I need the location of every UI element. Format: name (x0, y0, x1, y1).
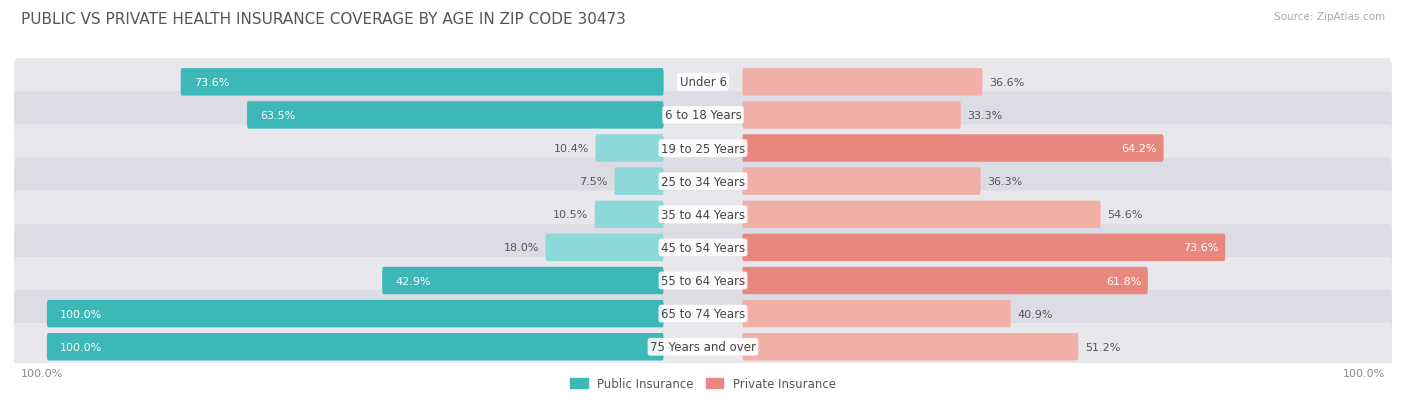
Text: 45 to 54 Years: 45 to 54 Years (661, 241, 745, 254)
Text: 7.5%: 7.5% (579, 177, 607, 187)
FancyBboxPatch shape (742, 333, 1078, 361)
Text: 36.3%: 36.3% (987, 177, 1022, 187)
FancyBboxPatch shape (14, 191, 1392, 238)
Text: 36.6%: 36.6% (988, 78, 1025, 88)
FancyBboxPatch shape (382, 267, 664, 294)
FancyBboxPatch shape (742, 267, 1147, 294)
Text: 35 to 44 Years: 35 to 44 Years (661, 208, 745, 221)
Text: 51.2%: 51.2% (1085, 342, 1121, 352)
Text: 6 to 18 Years: 6 to 18 Years (665, 109, 741, 122)
Text: 54.6%: 54.6% (1107, 210, 1143, 220)
FancyBboxPatch shape (14, 59, 1392, 106)
FancyBboxPatch shape (14, 224, 1392, 271)
FancyBboxPatch shape (742, 168, 980, 195)
Text: Source: ZipAtlas.com: Source: ZipAtlas.com (1274, 12, 1385, 22)
Text: 75 Years and over: 75 Years and over (650, 340, 756, 354)
Text: 40.9%: 40.9% (1018, 309, 1053, 319)
FancyBboxPatch shape (595, 201, 664, 228)
Text: Under 6: Under 6 (679, 76, 727, 89)
Text: 61.8%: 61.8% (1107, 276, 1142, 286)
FancyBboxPatch shape (546, 234, 664, 261)
Text: 63.5%: 63.5% (260, 111, 295, 121)
Legend: Public Insurance, Private Insurance: Public Insurance, Private Insurance (565, 373, 841, 395)
Text: PUBLIC VS PRIVATE HEALTH INSURANCE COVERAGE BY AGE IN ZIP CODE 30473: PUBLIC VS PRIVATE HEALTH INSURANCE COVER… (21, 12, 626, 27)
Text: 10.4%: 10.4% (554, 144, 589, 154)
Text: 25 to 34 Years: 25 to 34 Years (661, 175, 745, 188)
Text: 100.0%: 100.0% (21, 368, 63, 378)
Text: 10.5%: 10.5% (553, 210, 588, 220)
FancyBboxPatch shape (46, 333, 664, 361)
Text: 64.2%: 64.2% (1122, 144, 1157, 154)
Text: 33.3%: 33.3% (967, 111, 1002, 121)
FancyBboxPatch shape (742, 201, 1101, 228)
FancyBboxPatch shape (742, 234, 1225, 261)
FancyBboxPatch shape (14, 290, 1392, 337)
FancyBboxPatch shape (595, 135, 664, 162)
Text: 100.0%: 100.0% (60, 309, 103, 319)
FancyBboxPatch shape (46, 300, 664, 328)
FancyBboxPatch shape (14, 125, 1392, 172)
FancyBboxPatch shape (181, 69, 664, 96)
Text: 42.9%: 42.9% (395, 276, 430, 286)
Text: 100.0%: 100.0% (1343, 368, 1385, 378)
FancyBboxPatch shape (14, 158, 1392, 205)
Text: 73.6%: 73.6% (194, 78, 229, 88)
Text: 19 to 25 Years: 19 to 25 Years (661, 142, 745, 155)
Text: 100.0%: 100.0% (60, 342, 103, 352)
Text: 65 to 74 Years: 65 to 74 Years (661, 307, 745, 320)
FancyBboxPatch shape (614, 168, 664, 195)
Text: 73.6%: 73.6% (1184, 243, 1219, 253)
FancyBboxPatch shape (14, 92, 1392, 139)
FancyBboxPatch shape (247, 102, 664, 129)
FancyBboxPatch shape (742, 135, 1164, 162)
Text: 55 to 64 Years: 55 to 64 Years (661, 274, 745, 287)
FancyBboxPatch shape (742, 102, 960, 129)
FancyBboxPatch shape (742, 300, 1011, 328)
FancyBboxPatch shape (14, 323, 1392, 370)
FancyBboxPatch shape (742, 69, 983, 96)
Text: 18.0%: 18.0% (503, 243, 538, 253)
FancyBboxPatch shape (14, 257, 1392, 304)
